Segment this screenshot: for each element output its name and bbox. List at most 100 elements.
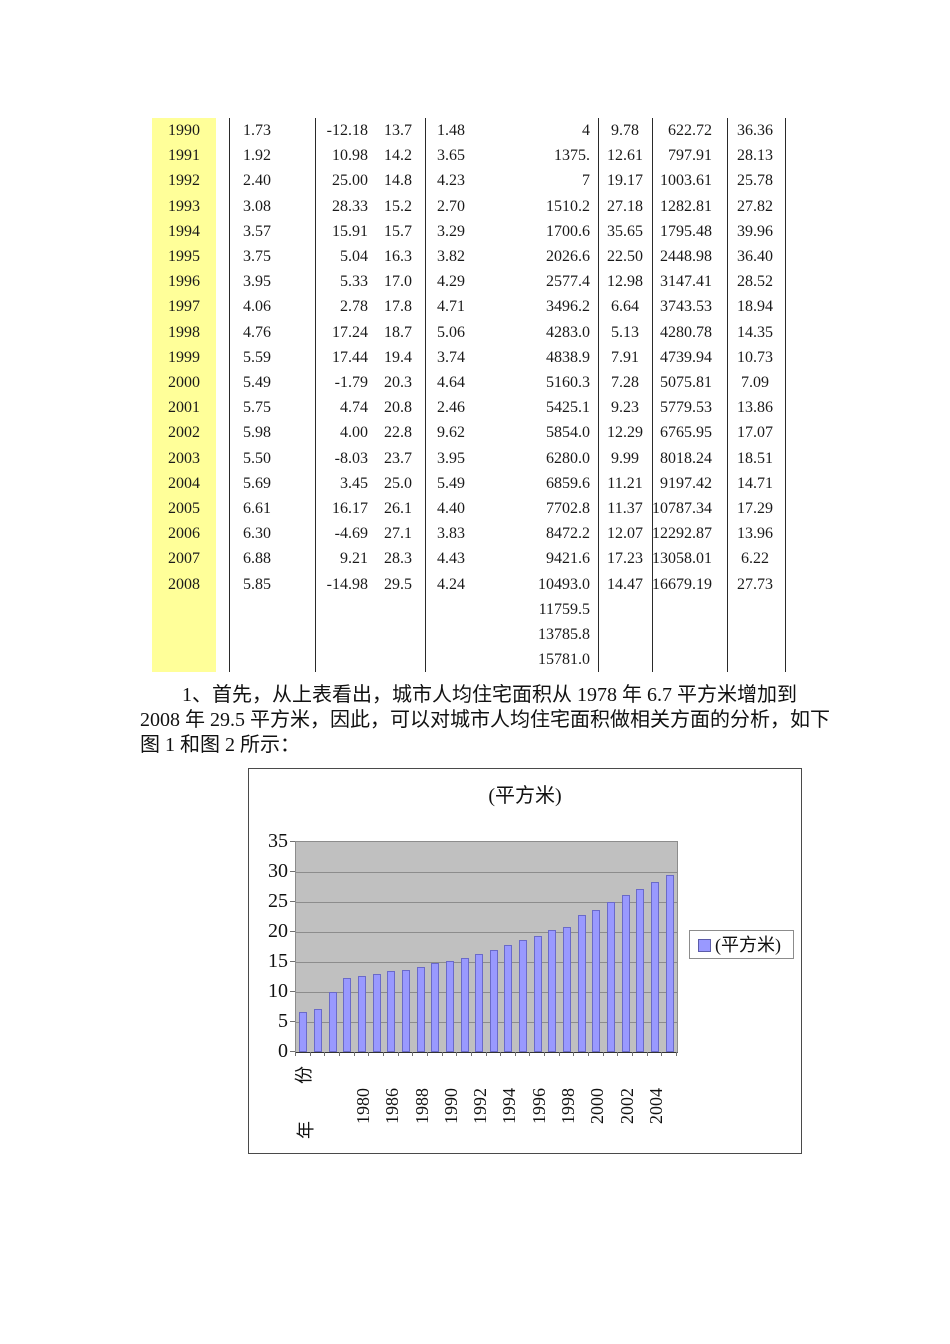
value-cell: 10.98 <box>332 147 368 165</box>
value-cell: 4.40 <box>437 500 465 517</box>
value-cell: 2.40 <box>243 172 271 190</box>
value-cell: 1700.6 <box>546 222 590 240</box>
value-cell: 18.94 <box>737 298 773 316</box>
value-cell: 3.82 <box>437 248 465 265</box>
value-cell: 1.92 <box>243 147 271 165</box>
value-cell: 2.70 <box>437 197 465 215</box>
table-extra-row: 13785.8 <box>0 622 950 647</box>
value-cell: 11.37 <box>607 500 643 517</box>
value-cell: 1.73 <box>243 122 271 139</box>
value-cell: 6.22 <box>741 550 769 568</box>
value-cell: 25.78 <box>737 172 773 190</box>
year-cell: 2005 <box>168 500 200 517</box>
value-cell: 11759.5 <box>538 600 590 618</box>
chart-title: (平方米) <box>488 785 562 807</box>
value-cell: 4.00 <box>340 424 368 442</box>
value-cell: 10493.0 <box>538 575 590 593</box>
y-tick-mark <box>290 1021 295 1022</box>
value-cell: 3.57 <box>243 222 271 240</box>
bar-1993 <box>445 960 454 1052</box>
gridline <box>296 932 677 933</box>
value-cell: 12.07 <box>607 525 643 543</box>
value-cell: 15.91 <box>332 222 368 240</box>
value-cell: 16.17 <box>332 500 368 517</box>
bar-2005 <box>621 895 630 1052</box>
value-cell: 18.7 <box>384 323 412 341</box>
value-cell: 3.83 <box>437 525 465 543</box>
value-cell: 5.13 <box>611 323 639 341</box>
value-cell: -4.69 <box>334 525 368 543</box>
year-cell: 1996 <box>168 273 200 291</box>
table-row: 2001 5.75 4.74 20.8 2.46 5425.1 9.23 5779.53 13.… <box>0 395 950 420</box>
value-cell: 4 <box>582 122 590 139</box>
bar-1987 <box>357 975 366 1052</box>
x-tick-mark <box>573 1052 575 1056</box>
value-cell: 5160.3 <box>546 374 590 391</box>
value-cell: 9.78 <box>611 122 639 139</box>
x-tick-mark <box>661 1052 663 1056</box>
value-cell: 622.72 <box>668 122 712 139</box>
value-cell: -8.03 <box>334 449 368 467</box>
value-cell: 15.7 <box>384 222 412 240</box>
x-tick-mark <box>529 1052 531 1056</box>
bar-1995 <box>475 954 484 1052</box>
value-cell: 17.8 <box>384 298 412 316</box>
value-cell: 3496.2 <box>546 298 590 316</box>
y-tick-mark <box>290 931 295 932</box>
year-cell: 2006 <box>168 525 200 543</box>
bar-1980 <box>313 1008 322 1052</box>
x-tick-label: 1988 <box>411 1088 432 1124</box>
value-cell: 14.8 <box>384 172 412 190</box>
value-cell: 5.98 <box>243 424 271 442</box>
y-tick-label: 25 <box>268 890 288 912</box>
value-cell: 3147.41 <box>660 273 712 291</box>
x-tick-mark <box>632 1052 634 1056</box>
value-cell: 14.2 <box>384 147 412 165</box>
y-tick-mark <box>290 841 295 842</box>
value-cell: 5.06 <box>437 323 465 341</box>
value-cell: 4838.9 <box>546 348 590 366</box>
value-cell: 13.7 <box>384 122 412 139</box>
plot-area <box>295 841 678 1053</box>
value-cell: 27.1 <box>384 525 412 543</box>
table-vertical-line <box>229 118 230 672</box>
year-cell: 1994 <box>168 222 200 240</box>
value-cell: 7.91 <box>611 348 639 366</box>
x-tick-label: 1998 <box>558 1088 579 1124</box>
x-tick-mark <box>382 1052 384 1056</box>
value-cell: -1.79 <box>334 374 368 391</box>
value-cell: 4.24 <box>437 575 465 593</box>
value-cell: 12.29 <box>607 424 643 442</box>
x-tick-mark <box>295 1052 296 1056</box>
value-cell: 16679.19 <box>652 575 712 593</box>
value-cell: 6.61 <box>243 500 271 517</box>
value-cell: 797.91 <box>668 147 712 165</box>
x-tick-mark <box>500 1052 502 1056</box>
table-row: 1994 3.57 15.91 15.7 3.29 1700.6 35.65 1795.48 3… <box>0 219 950 244</box>
value-cell: 4280.78 <box>660 323 712 341</box>
value-cell: 28.13 <box>737 147 773 165</box>
table-vertical-line <box>315 118 316 672</box>
year-cell: 2007 <box>168 550 200 568</box>
value-cell: 19.17 <box>607 172 643 190</box>
value-cell: 4.23 <box>437 172 465 190</box>
table-row: 1998 4.76 17.24 18.7 5.06 4283.0 5.13 4280.78 14… <box>0 320 950 345</box>
value-cell: 4.76 <box>243 323 271 341</box>
value-cell: 5854.0 <box>546 424 590 442</box>
bar-2003 <box>592 909 601 1052</box>
table-vertical-line <box>425 118 426 672</box>
bar-1992 <box>431 963 440 1052</box>
gridline <box>296 872 677 873</box>
value-cell: 7 <box>582 172 590 190</box>
value-cell: 36.40 <box>737 248 773 265</box>
value-cell: 28.52 <box>737 273 773 291</box>
table-row: 1990 1.73 -12.18 13.7 1.48 4 9.78 622.72 36.36 <box>0 118 950 143</box>
x-tick-label: 1986 <box>382 1088 403 1124</box>
bar-2004 <box>607 902 616 1052</box>
table-row: 2007 6.88 9.21 28.3 4.43 9421.6 17.23 13058.01 6… <box>0 546 950 571</box>
x-axis-title: 年 <box>296 1121 317 1139</box>
value-cell: 5.50 <box>243 449 271 467</box>
value-cell: 17.29 <box>737 500 773 517</box>
year-cell: 1993 <box>168 197 200 215</box>
